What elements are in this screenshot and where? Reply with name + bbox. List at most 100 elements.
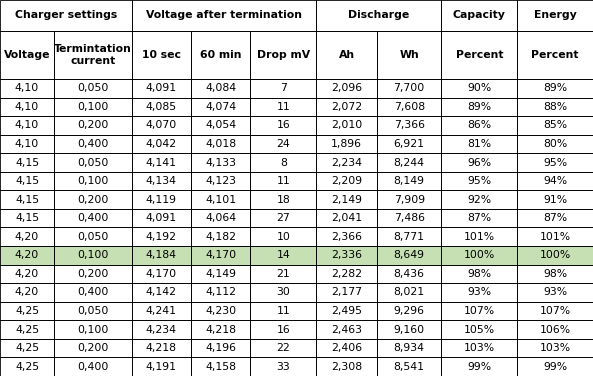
Text: 106%: 106% xyxy=(540,324,570,335)
Bar xyxy=(191,320,250,339)
Text: 11: 11 xyxy=(276,102,290,112)
Bar xyxy=(377,97,441,116)
Bar xyxy=(54,320,132,339)
Text: 9,296: 9,296 xyxy=(394,306,425,316)
Text: 2,336: 2,336 xyxy=(331,250,362,260)
Text: 11: 11 xyxy=(276,176,290,186)
Bar xyxy=(316,246,377,265)
Bar xyxy=(54,358,132,376)
Bar xyxy=(441,302,517,320)
Text: 100%: 100% xyxy=(464,250,495,260)
Bar xyxy=(191,135,250,153)
Text: 4,218: 4,218 xyxy=(205,324,236,335)
Bar xyxy=(191,172,250,190)
Text: 4,182: 4,182 xyxy=(205,232,236,242)
Bar xyxy=(441,339,517,358)
Text: 16: 16 xyxy=(276,324,290,335)
Bar xyxy=(441,135,517,153)
Bar xyxy=(250,227,316,246)
Text: 2,041: 2,041 xyxy=(331,213,362,223)
Bar xyxy=(517,0,593,31)
Bar xyxy=(316,116,377,135)
Bar xyxy=(316,227,377,246)
Text: 4,074: 4,074 xyxy=(205,102,236,112)
Text: 4,123: 4,123 xyxy=(205,176,236,186)
Bar xyxy=(0,358,54,376)
Text: 0,100: 0,100 xyxy=(77,324,109,335)
Text: 4,20: 4,20 xyxy=(15,250,39,260)
Text: 0,400: 0,400 xyxy=(77,288,109,297)
Bar xyxy=(132,246,191,265)
Bar xyxy=(132,135,191,153)
Text: 0,400: 0,400 xyxy=(77,213,109,223)
Bar xyxy=(191,116,250,135)
Text: 21: 21 xyxy=(276,269,290,279)
Text: 8: 8 xyxy=(280,158,287,167)
Bar xyxy=(250,116,316,135)
Text: 0,200: 0,200 xyxy=(77,195,109,205)
Text: 4,196: 4,196 xyxy=(205,343,236,353)
Bar xyxy=(54,31,132,79)
Bar xyxy=(377,302,441,320)
Bar xyxy=(517,97,593,116)
Bar xyxy=(54,97,132,116)
Bar xyxy=(377,246,441,265)
Bar xyxy=(0,339,54,358)
Text: 4,042: 4,042 xyxy=(146,139,177,149)
Bar xyxy=(377,79,441,97)
Bar xyxy=(441,339,517,358)
Bar xyxy=(191,227,250,246)
Text: 9,160: 9,160 xyxy=(394,324,425,335)
Bar xyxy=(316,135,377,153)
Bar xyxy=(132,172,191,190)
Bar xyxy=(250,227,316,246)
Bar xyxy=(0,320,54,339)
Text: 30: 30 xyxy=(276,288,290,297)
Text: 80%: 80% xyxy=(543,139,568,149)
Text: 4,10: 4,10 xyxy=(15,83,39,93)
Bar xyxy=(250,31,316,79)
Bar xyxy=(54,339,132,358)
Bar xyxy=(316,0,441,31)
Text: Drop mV: Drop mV xyxy=(257,50,310,60)
Text: 10 sec: 10 sec xyxy=(142,50,181,60)
Bar xyxy=(316,227,377,246)
Text: 4,10: 4,10 xyxy=(15,102,39,112)
Text: 86%: 86% xyxy=(467,120,492,130)
Bar xyxy=(191,320,250,339)
Text: Percent: Percent xyxy=(455,50,503,60)
Text: 4,15: 4,15 xyxy=(15,158,39,167)
Bar xyxy=(517,339,593,358)
Bar xyxy=(132,116,191,135)
Text: 105%: 105% xyxy=(464,324,495,335)
Bar xyxy=(377,135,441,153)
Bar xyxy=(250,265,316,283)
Text: 2,010: 2,010 xyxy=(331,120,362,130)
Bar xyxy=(132,339,191,358)
Bar xyxy=(377,172,441,190)
Bar xyxy=(0,116,54,135)
Text: 8,149: 8,149 xyxy=(394,176,425,186)
Text: 0,050: 0,050 xyxy=(77,158,109,167)
Bar xyxy=(191,172,250,190)
Bar xyxy=(0,246,54,265)
Text: 87%: 87% xyxy=(543,213,567,223)
Bar xyxy=(191,246,250,265)
Text: 2,406: 2,406 xyxy=(331,343,362,353)
Bar xyxy=(132,97,191,116)
Text: 4,234: 4,234 xyxy=(146,324,177,335)
Bar xyxy=(191,283,250,302)
Text: 90%: 90% xyxy=(467,83,492,93)
Bar xyxy=(0,116,54,135)
Bar xyxy=(0,358,54,376)
Text: 4,15: 4,15 xyxy=(15,195,39,205)
Bar xyxy=(316,79,377,97)
Bar xyxy=(377,153,441,172)
Bar xyxy=(250,358,316,376)
Text: 4,112: 4,112 xyxy=(205,288,236,297)
Bar xyxy=(517,227,593,246)
Bar xyxy=(316,320,377,339)
Text: Discharge: Discharge xyxy=(348,11,410,20)
Bar xyxy=(377,172,441,190)
Bar xyxy=(316,190,377,209)
